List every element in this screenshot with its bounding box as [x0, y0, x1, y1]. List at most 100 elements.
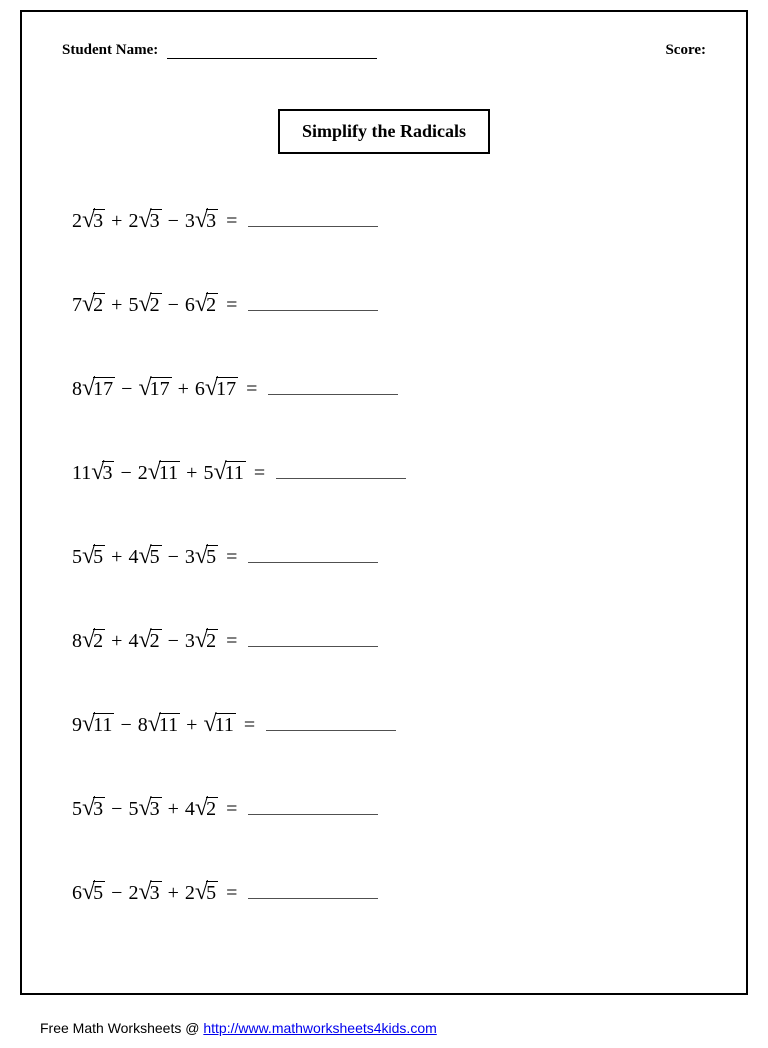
radicand: 2 [206, 629, 218, 653]
problem-row: 8√2+4√2−3√2= [72, 629, 706, 653]
answer-line[interactable] [248, 226, 378, 227]
radicand: 11 [215, 713, 236, 737]
footer: Free Math Worksheets @ http://www.mathwo… [40, 1020, 437, 1036]
answer-line[interactable] [248, 310, 378, 311]
term: √11 [203, 713, 235, 737]
radicand: 11 [225, 461, 246, 485]
coefficient: 3 [185, 546, 195, 569]
name-field[interactable]: Student Name: [62, 42, 377, 59]
radicand: 11 [159, 461, 180, 485]
coefficient: 2 [128, 882, 138, 905]
name-input-line[interactable] [167, 58, 377, 59]
answer-line[interactable] [248, 646, 378, 647]
equals-sign: = [236, 714, 263, 737]
radicand: 3 [93, 209, 105, 233]
term: 4√2 [185, 797, 218, 821]
header: Student Name: Score: [62, 42, 706, 59]
operator: + [105, 210, 128, 233]
worksheet-title: Simplify the Radicals [278, 109, 490, 154]
sqrt: √3 [138, 881, 161, 905]
sqrt: √3 [91, 461, 114, 485]
radicand: 5 [206, 881, 218, 905]
equals-sign: = [218, 630, 245, 653]
operator: − [105, 882, 128, 905]
coefficient: 3 [185, 630, 195, 653]
radicand: 3 [93, 797, 105, 821]
term: 2√5 [185, 881, 218, 905]
equals-sign: = [218, 546, 245, 569]
sqrt: √2 [138, 293, 161, 317]
sqrt: √2 [82, 293, 105, 317]
radicand: 5 [93, 545, 105, 569]
problem-row: 5√3−5√3+4√2= [72, 797, 706, 821]
sqrt: √11 [213, 461, 245, 485]
term: 2√3 [128, 209, 161, 233]
problem-row: 5√5+4√5−3√5= [72, 545, 706, 569]
sqrt: √17 [138, 377, 171, 401]
score-label: Score: [665, 42, 706, 59]
coefficient: 6 [195, 378, 205, 401]
expression: 7√2+5√2−6√2= [72, 293, 245, 317]
radicand: 17 [150, 377, 172, 401]
term: 7√2 [72, 293, 105, 317]
coefficient: 11 [72, 462, 91, 485]
expression: 8√2+4√2−3√2= [72, 629, 245, 653]
operator: + [162, 798, 185, 821]
answer-line[interactable] [248, 898, 378, 899]
problem-row: 2√3+2√3−3√3= [72, 209, 706, 233]
expression: 5√5+4√5−3√5= [72, 545, 245, 569]
term: 3√5 [185, 545, 218, 569]
radicand: 3 [150, 209, 162, 233]
radicand: 17 [216, 377, 238, 401]
answer-line[interactable] [276, 478, 406, 479]
radicand: 11 [93, 713, 114, 737]
sqrt: √5 [195, 881, 218, 905]
term: 5√3 [72, 797, 105, 821]
operator: − [115, 378, 138, 401]
coefficient: 5 [203, 462, 213, 485]
answer-line[interactable] [248, 562, 378, 563]
expression: 9√11−8√11+√11= [72, 713, 263, 737]
sqrt: √11 [203, 713, 235, 737]
problem-row: 8√17−√17+6√17= [72, 377, 706, 401]
answer-line[interactable] [248, 814, 378, 815]
term: 3√3 [185, 209, 218, 233]
expression: 8√17−√17+6√17= [72, 377, 265, 401]
radicand: 5 [206, 545, 218, 569]
term: 5√3 [128, 797, 161, 821]
expression: 6√5−2√3+2√5= [72, 881, 245, 905]
problem-row: 7√2+5√2−6√2= [72, 293, 706, 317]
term: 2√3 [128, 881, 161, 905]
sqrt: √3 [82, 797, 105, 821]
sqrt: √11 [148, 461, 180, 485]
coefficient: 5 [72, 798, 82, 821]
equals-sign: = [218, 294, 245, 317]
coefficient: 5 [72, 546, 82, 569]
operator: − [105, 798, 128, 821]
radicand: 2 [150, 293, 162, 317]
answer-line[interactable] [266, 730, 396, 731]
sqrt: √5 [138, 545, 161, 569]
sqrt: √11 [148, 713, 180, 737]
term: 4√2 [128, 629, 161, 653]
sqrt: √5 [82, 881, 105, 905]
equals-sign: = [218, 210, 245, 233]
operator: − [114, 714, 137, 737]
operator: − [114, 462, 137, 485]
term: 2√11 [138, 461, 180, 485]
problem-row: 6√5−2√3+2√5= [72, 881, 706, 905]
term: 6√17 [195, 377, 238, 401]
coefficient: 2 [138, 462, 148, 485]
operator: + [180, 714, 203, 737]
operator: − [162, 546, 185, 569]
answer-line[interactable] [268, 394, 398, 395]
equals-sign: = [238, 378, 265, 401]
coefficient: 6 [185, 294, 195, 317]
sqrt: √3 [138, 209, 161, 233]
problem-row: 9√11−8√11+√11= [72, 713, 706, 737]
sqrt: √17 [205, 377, 238, 401]
sqrt: √11 [82, 713, 114, 737]
sqrt: √17 [82, 377, 115, 401]
footer-link[interactable]: http://www.mathworksheets4kids.com [203, 1020, 436, 1036]
coefficient: 4 [185, 798, 195, 821]
